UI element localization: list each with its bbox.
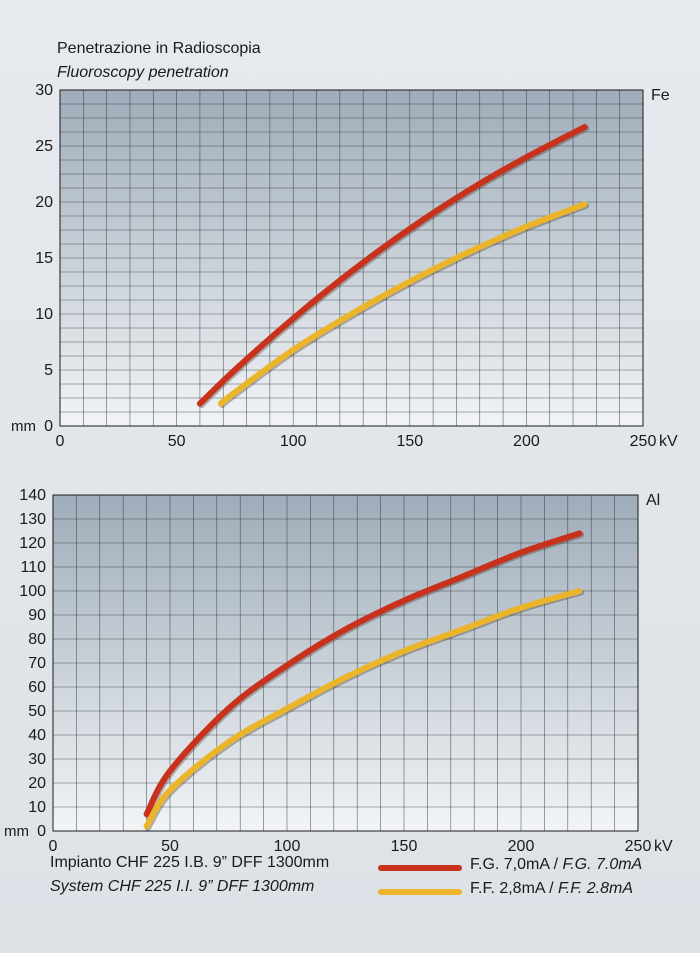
y-unit-label: mm — [4, 823, 29, 840]
x-tick-label: 150 — [396, 433, 423, 450]
series-line-ff — [143, 588, 583, 830]
x-tick-label: 50 — [161, 838, 179, 855]
legend-swatch-fg — [378, 865, 462, 871]
y-tick-label: 0 — [44, 418, 53, 435]
y-tick-label: 25 — [35, 138, 53, 155]
y-tick-label: 0 — [37, 823, 46, 840]
legend-label-fg-en: F.G. 7.0mA — [562, 856, 643, 873]
y-tick-label: 50 — [28, 703, 46, 720]
series-line-fg — [196, 124, 588, 407]
x-tick-label: 250 — [625, 838, 652, 855]
legend-swatch-ff — [378, 889, 462, 895]
y-tick-label: 140 — [19, 487, 46, 504]
y-tick-label: 30 — [28, 751, 46, 768]
y-tick-label: 100 — [19, 583, 46, 600]
y-tick-label: 15 — [35, 250, 53, 267]
x-unit-label: kV — [659, 433, 678, 450]
legend-label-fg: F.G. 7,0mA / F.G. 7.0mA — [470, 856, 642, 874]
x-tick-label: 200 — [513, 433, 540, 450]
x-tick-label: 150 — [391, 838, 418, 855]
plot-frame — [52, 494, 639, 832]
y-tick-label: 30 — [35, 82, 53, 99]
x-unit-label: kV — [654, 838, 673, 855]
y-tick-label: 10 — [28, 799, 46, 816]
material-label: Al — [646, 492, 660, 509]
legend-label-fg-it: F.G. 7,0mA / — [470, 856, 563, 873]
legend-label-ff: F.F. 2,8mA / F.F. 2.8mA — [470, 880, 633, 898]
x-tick-label: 0 — [49, 838, 58, 855]
y-tick-label: 130 — [19, 511, 46, 528]
y-tick-label: 10 — [35, 306, 53, 323]
x-tick-label: 0 — [56, 433, 65, 450]
y-tick-label: 90 — [28, 607, 46, 624]
y-tick-label: 110 — [20, 559, 46, 576]
x-tick-label: 100 — [280, 433, 307, 450]
y-unit-label: mm — [11, 418, 36, 435]
legend-label-ff-it: F.F. 2,8mA / — [470, 880, 559, 897]
chart-title: Penetrazione in Radioscopia — [57, 40, 261, 57]
chart-al: 0 10 20 30 40 50 60 70 80 90 100 110 120 130 140 mm 0 50 1… — [4, 487, 673, 855]
legend-label-ff-en: F.F. 2.8mA — [558, 880, 634, 897]
x-tick-label: 250 — [630, 433, 657, 450]
y-tick-label: 40 — [28, 727, 46, 744]
system-label-en: System CHF 225 I.I. 9” DFF 1300mm — [50, 878, 315, 895]
material-label: Fe — [651, 87, 670, 104]
plot-frame — [59, 89, 644, 427]
y-tick-label: 80 — [28, 631, 46, 648]
chart-subtitle: Fluoroscopy penetration — [57, 64, 229, 81]
y-tick-label: 60 — [28, 679, 46, 696]
system-label-it: Impianto CHF 225 I.B. 9” DFF 1300mm — [50, 854, 330, 871]
y-tick-label: 120 — [19, 535, 46, 552]
x-tick-label: 100 — [274, 838, 301, 855]
x-tick-label: 200 — [508, 838, 535, 855]
y-tick-label: 20 — [28, 775, 46, 792]
chart-fe: 0 5 10 15 20 25 30 mm 0 50 100 150 200 250 kV Fe — [11, 82, 678, 450]
y-tick-label: 20 — [35, 194, 53, 211]
y-tick-label: 70 — [28, 655, 46, 672]
series-line-fg — [143, 530, 583, 818]
series-line-ff — [217, 201, 588, 407]
x-tick-label: 50 — [168, 433, 186, 450]
y-tick-label: 5 — [44, 362, 53, 379]
